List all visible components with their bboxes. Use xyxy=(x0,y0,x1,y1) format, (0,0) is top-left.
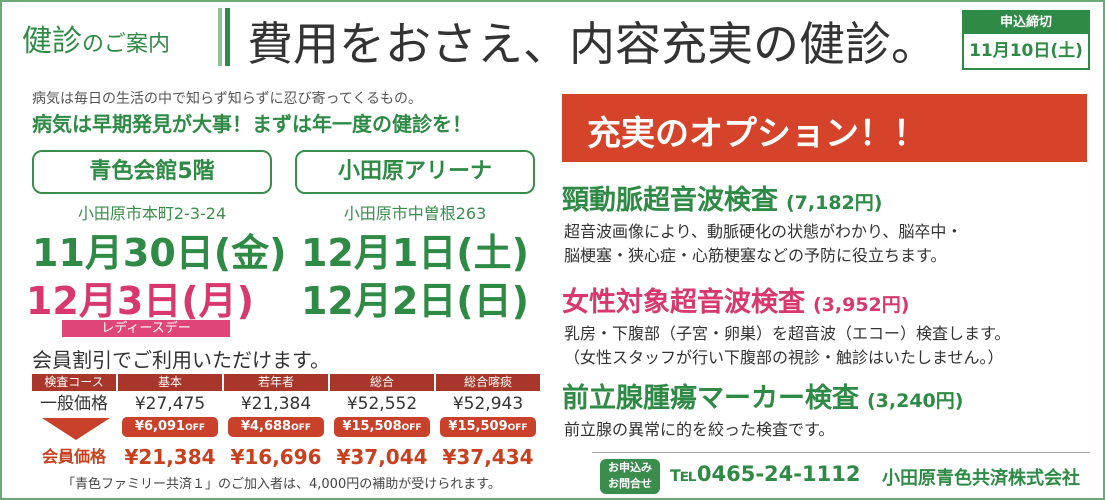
off-amount: ¥15,508 xyxy=(342,419,402,434)
intro-line: 病気は早期発見が大事！まずは年一度の健診を！ xyxy=(32,112,472,136)
venue-date: 12月3日(月) xyxy=(25,279,255,323)
options-banner xyxy=(562,94,1087,162)
option-price: (3,952円) xyxy=(813,294,910,316)
option-name: 前立腺腫瘍マーカー検査 (3,240円) xyxy=(562,383,964,414)
off-badge: ¥15,509OFF xyxy=(440,417,536,437)
table-header: 基本 xyxy=(118,374,222,391)
member-price: ¥16,696 xyxy=(230,445,322,469)
option-desc: 脳梗塞・狭心症・心筋梗塞などの予防に役立ちます。 xyxy=(564,246,947,265)
divider xyxy=(218,8,222,66)
member-price: 会員価格 xyxy=(41,447,106,466)
venue-note: レディースデー xyxy=(62,320,230,337)
options-title: 充実のオプション！！ xyxy=(587,114,927,154)
divider xyxy=(225,8,230,66)
option-name: 女性対象超音波検査 (3,952円) xyxy=(562,287,910,318)
label-sub: のご案内 xyxy=(82,32,171,57)
option-desc: 前立腺の異常に的を絞った検査です。 xyxy=(564,420,835,439)
deadline-label: 申込締切 xyxy=(964,12,1088,34)
member-price: ¥37,044 xyxy=(336,445,428,469)
contact-text: お申込み xyxy=(608,461,652,474)
option-name: 頸動脈超音波検査 (7,182円) xyxy=(562,185,883,216)
deadline-date: 11月10日(土) xyxy=(969,41,1083,61)
deadline-box: 申込締切 11月10日(土) xyxy=(962,10,1090,70)
venue-name: 小田原アリーナ xyxy=(295,150,535,194)
discount-note: 「青色ファミリー共済１」のご加入者は、4,000円の補助が受けられます。 xyxy=(62,477,501,492)
member-price: ¥37,434 xyxy=(442,445,534,469)
discount-title: 会員割引でご利用いただけます。 xyxy=(32,348,330,372)
venue-address: 小田原市本町2-3-24 xyxy=(77,204,227,223)
regular-price: ¥21,384 xyxy=(240,394,312,414)
option-desc: 超音波画像により、動脈硬化の状態がわかり、脳卒中・ xyxy=(564,222,963,241)
venue-date: 12月2日(日) xyxy=(300,279,530,323)
arrow xyxy=(42,418,110,440)
venue-date: 11月30日(金) xyxy=(32,231,287,275)
contact-text: お問合せ xyxy=(608,477,652,490)
off-amount: ¥4,688 xyxy=(240,419,292,434)
regular-price: ¥52,943 xyxy=(452,394,524,414)
tel: ℡0465-24-1112 xyxy=(670,462,861,486)
table-header: 若年者 xyxy=(224,374,328,391)
venue-date: 12月1日(土) xyxy=(300,231,530,275)
intro-line: 病気は毎日の生活の中で知らず知らずに忍び寄ってくるもの。 xyxy=(32,91,423,107)
off-suffix: OFF xyxy=(507,423,528,433)
table-header: 総合 xyxy=(330,374,434,391)
regular-price: ¥27,475 xyxy=(134,394,206,414)
off-badge: ¥4,688OFF xyxy=(228,417,324,437)
option-desc: （女性スタッフが行い下腹部の視診・触診はいたしません。） xyxy=(564,348,1004,367)
table-header: 総合喀痰 xyxy=(436,374,540,391)
contact-label: お申込み お問合せ xyxy=(600,459,660,494)
venue-name: 青色会館5階 xyxy=(32,150,272,194)
off-amount: ¥15,509 xyxy=(448,419,508,434)
member-price: ¥21,384 xyxy=(124,445,216,469)
option-price: (7,182円) xyxy=(786,192,883,214)
table-header: 検査コース xyxy=(32,374,116,391)
label-main: 健診 xyxy=(22,24,82,59)
off-suffix: OFF xyxy=(185,423,206,433)
company: 小田原青色共済株式会社 xyxy=(882,468,1080,489)
off-amount: ¥6,091 xyxy=(134,419,186,434)
regular-price: 一般価格 xyxy=(40,394,108,414)
regular-price: ¥52,552 xyxy=(346,394,418,414)
header-title: 費用をおさえ、内容充実の健診。 xyxy=(247,17,937,71)
off-suffix: OFF xyxy=(291,423,312,433)
separator xyxy=(592,452,1090,453)
option-desc: 乳房・下腹部（子宮・卵巣）を超音波（エコー）検査します。 xyxy=(564,324,1011,343)
off-suffix: OFF xyxy=(401,423,422,433)
off-badge: ¥6,091OFF xyxy=(122,417,218,437)
option-price: (3,240円) xyxy=(867,390,964,412)
venue-address: 小田原市中曽根263 xyxy=(343,204,487,223)
header-label: 健診のご案内 xyxy=(22,16,170,60)
off-badge: ¥15,508OFF xyxy=(334,417,430,437)
